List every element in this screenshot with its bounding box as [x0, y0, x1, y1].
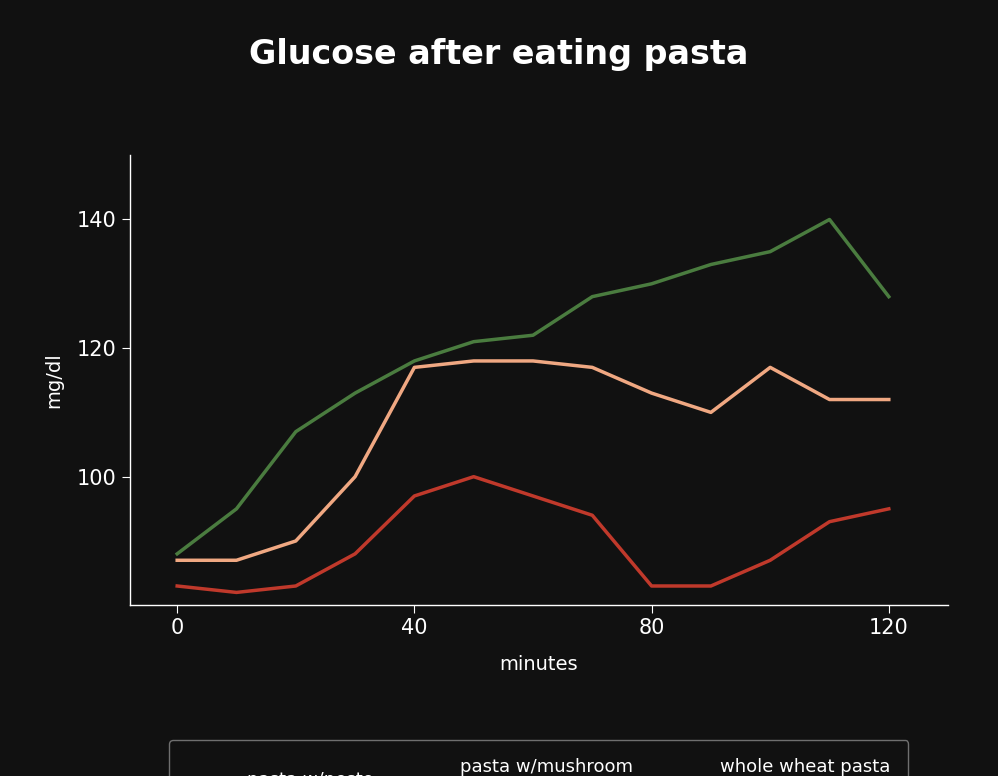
- Text: Glucose after eating pasta: Glucose after eating pasta: [250, 38, 748, 71]
- Y-axis label: mg/dl: mg/dl: [44, 352, 63, 408]
- Legend: pasta w/pesto, pasta w/mushroom
and chicken, whole wheat pasta
w/tomatoes: pasta w/pesto, pasta w/mushroom and chic…: [170, 740, 908, 776]
- X-axis label: minutes: minutes: [500, 655, 578, 674]
